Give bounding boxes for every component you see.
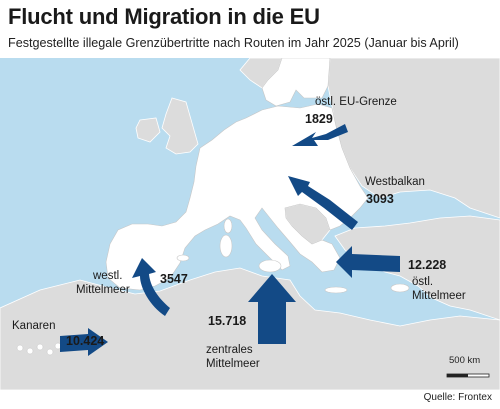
eu-mainland bbox=[105, 103, 369, 291]
sardinia bbox=[219, 234, 233, 258]
arrow-east-med bbox=[336, 246, 400, 278]
map-area bbox=[0, 58, 500, 390]
ireland bbox=[135, 117, 161, 143]
united-kingdom bbox=[161, 97, 199, 155]
scale-bar bbox=[446, 373, 490, 378]
route-label-central-med-2: Mittelmeer bbox=[206, 358, 260, 370]
arrow-westbalkan bbox=[288, 176, 358, 230]
route-value-east-med: 12.228 bbox=[408, 258, 447, 272]
map-subtitle: Festgestellte illegale Grenzübertritte n… bbox=[8, 36, 459, 50]
route-label-east-eu: östl. EU-Grenze bbox=[315, 96, 397, 108]
route-label-central-med-1: zentrales bbox=[206, 344, 253, 356]
canary-islands bbox=[16, 342, 62, 356]
corsica bbox=[223, 218, 233, 234]
route-value-central-med: 15.718 bbox=[208, 314, 247, 328]
route-arrows bbox=[60, 124, 400, 356]
route-label-west-med-2: Mittelmeer bbox=[76, 284, 130, 296]
map-title: Flucht und Migration in die EU bbox=[8, 4, 320, 29]
route-value-canaries: 10.424 bbox=[66, 334, 105, 348]
route-label-westbalkan: Westbalkan bbox=[365, 176, 425, 188]
north-africa bbox=[0, 267, 500, 390]
source-credit: Quelle: Frontex bbox=[423, 392, 492, 403]
scandinavia-eu bbox=[261, 58, 331, 107]
arrow-central-med bbox=[248, 274, 296, 344]
arrow-east-eu-border bbox=[292, 124, 348, 146]
arrow-canaries bbox=[60, 328, 108, 356]
route-label-east-med-1: östl. bbox=[412, 276, 434, 288]
sicily bbox=[258, 259, 282, 273]
route-value-east-eu: 1829 bbox=[305, 112, 333, 126]
route-label-east-med-2: Mittelmeer bbox=[412, 290, 466, 302]
route-value-westbalkan: 3093 bbox=[366, 192, 394, 206]
cyprus bbox=[390, 283, 410, 293]
scale-label: 500 km bbox=[449, 355, 481, 366]
route-label-west-med-1: westl. bbox=[93, 270, 123, 282]
europe-map bbox=[0, 58, 500, 390]
arrow-west-med bbox=[132, 258, 170, 316]
route-label-canaries: Kanaren bbox=[12, 320, 56, 332]
balearics bbox=[176, 254, 190, 262]
route-value-west-med: 3547 bbox=[160, 272, 188, 286]
crete bbox=[324, 286, 348, 294]
